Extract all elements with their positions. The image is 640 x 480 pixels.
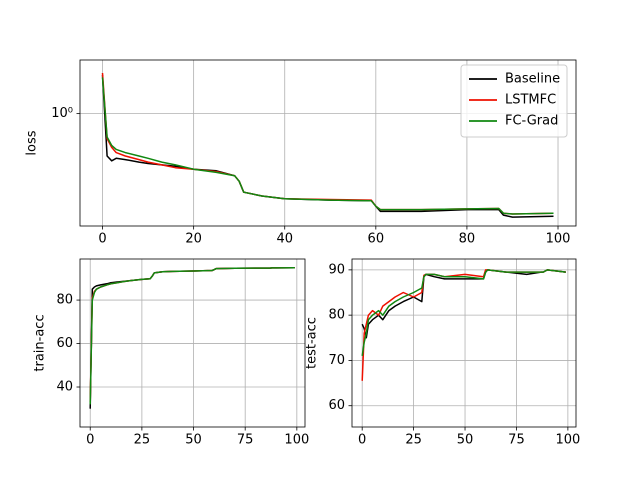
x-tick-label: 60 [368,232,385,247]
x-tick-label: 50 [457,433,474,448]
axes-frame [79,59,577,227]
y-tick-label: 40 [56,380,73,395]
x-tick-label: 100 [555,433,580,448]
axes-frame [79,258,306,428]
subplot: 0 25 50 75 100 40 60 80 train-acc [33,258,309,448]
x-tick-label: 100 [284,433,309,448]
legend-label: Baseline [505,72,560,87]
series-line [361,269,566,357]
x-tick-label: 0 [86,433,94,448]
x-tick-label: 80 [459,232,476,247]
series-line [89,266,295,409]
x-tick-label: 75 [508,433,525,448]
x-tick-label: 25 [405,433,422,448]
subplot: 0 25 50 75 100 60 70 80 90 test-acc [305,258,580,448]
legend-label: FC-Grad [505,114,558,129]
x-tick-label: 50 [185,433,202,448]
series-line [89,266,295,405]
series-line [89,266,295,403]
y-tick-label: 60 [56,336,73,351]
y-axis-label: test-acc [305,317,320,369]
series-line [361,269,566,381]
legend-label: LSTMFC [505,93,556,108]
y-tick-label: 70 [328,353,345,368]
legend-box [460,64,568,138]
y-tick-label: 90 [328,262,345,277]
series-line [101,77,554,215]
x-tick-label: 25 [134,433,151,448]
x-tick-label: 0 [358,433,366,448]
y-axis-label: loss [25,130,40,155]
x-tick-label: 20 [185,232,202,247]
y-tick-label: 80 [328,308,345,323]
subplot: 0 20 40 60 80 100 10⁰ loss Baseline LSTMFC FC-Grad [25,59,577,247]
axes-frame [351,258,577,428]
x-tick-label: 40 [276,232,293,247]
x-tick-label: 0 [98,232,106,247]
y-tick-label: 60 [328,398,345,413]
x-tick-label: 75 [237,433,254,448]
y-tick-label: 80 [56,293,73,308]
y-tick-label: 10⁰ [51,106,73,121]
x-tick-label: 100 [546,232,571,247]
y-axis-label: train-acc [33,314,48,371]
